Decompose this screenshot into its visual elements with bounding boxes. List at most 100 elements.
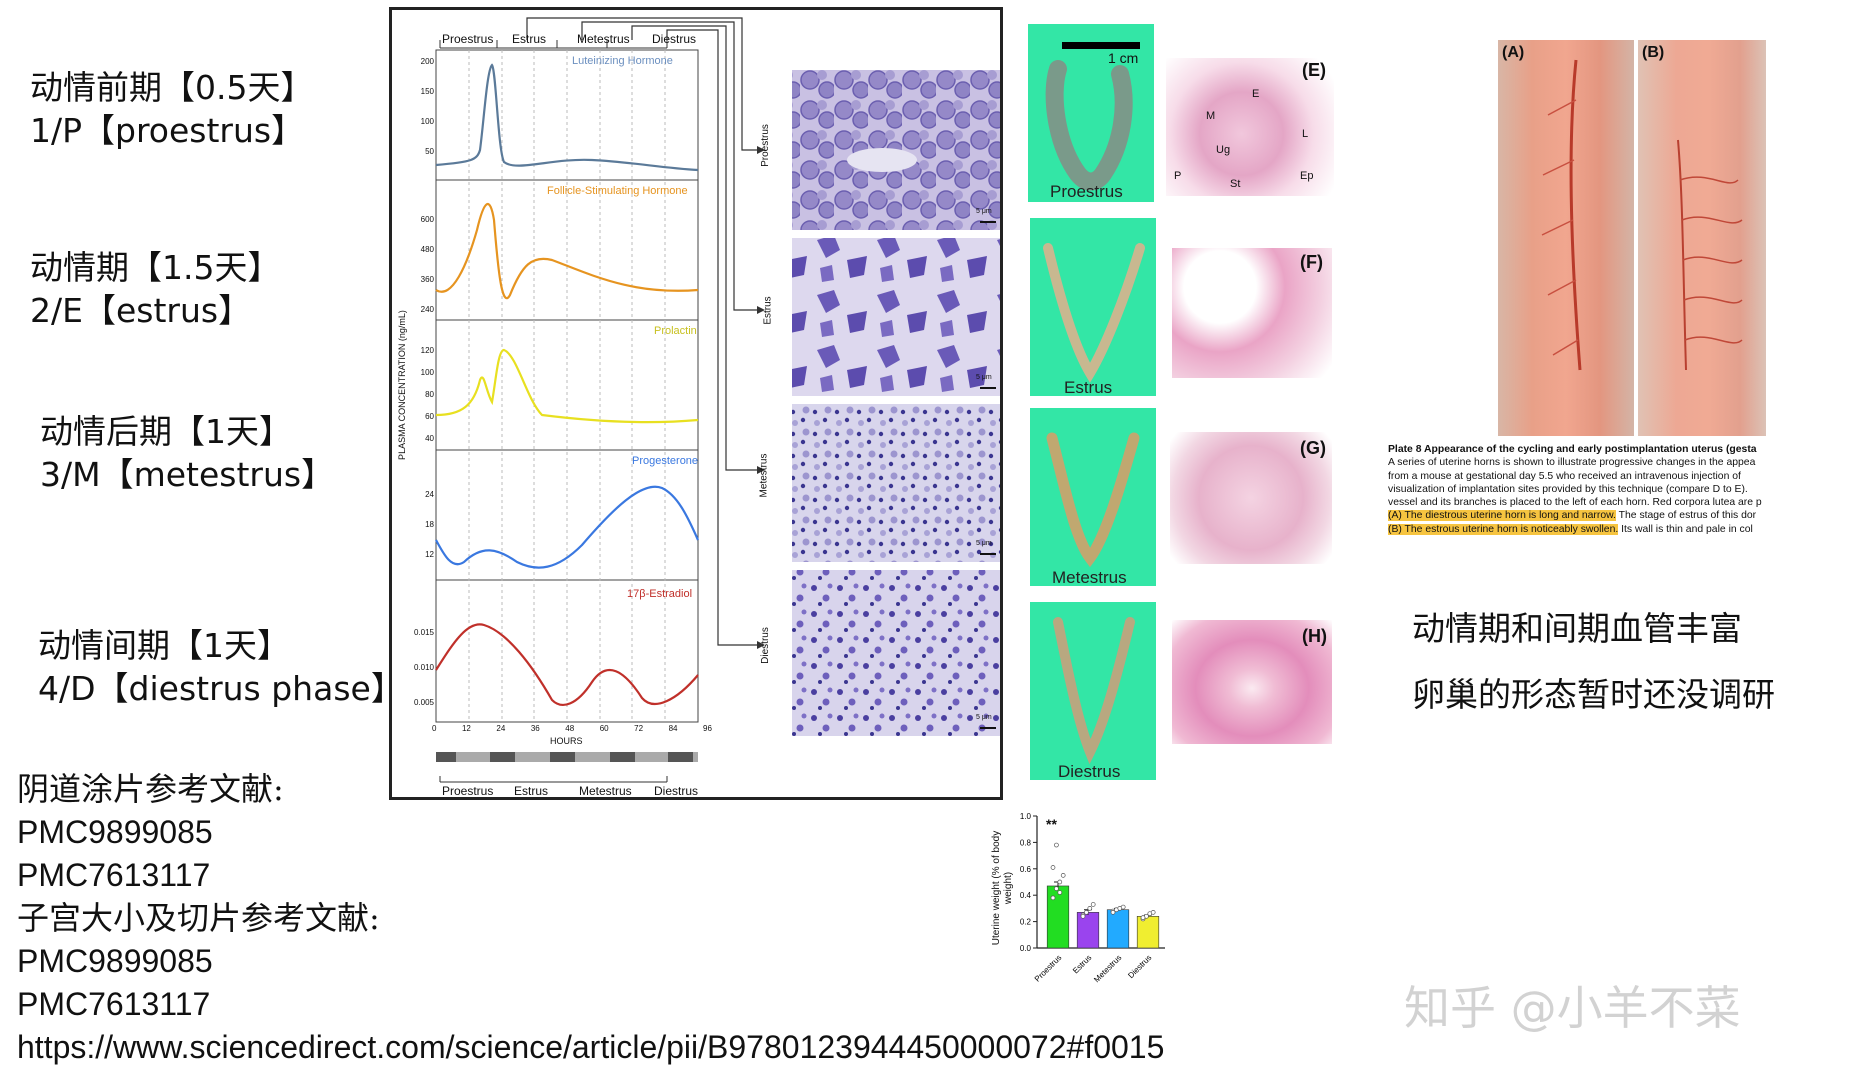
plate-photo-b: (B) [1638,40,1766,436]
phase-label: Metestrus [579,784,632,798]
plate-line-a: (A) The diestrous uterine horn is long a… [1388,509,1780,522]
plate-line: visualization of implantation sites prov… [1388,483,1748,495]
y-axis-label: PLASMA CONCENTRATION (ng/mL) [397,310,407,460]
stage-cn: 动情后期【1天】 [40,412,292,451]
smear-label: Proestrus [759,124,771,167]
notes: 动情期和间期血管丰富 卵巢的形态暂时还没调研 [1412,596,1775,728]
smear-label: Metestrus [758,453,770,498]
bar-point [1120,904,1126,910]
uterus-horn-b [1677,139,1743,371]
stage-cn: 动情期【1.5天】 [30,248,281,287]
bar-point [1140,915,1146,920]
bar-category-label: Proestrus [1033,953,1064,984]
panel-letter: (E) [1302,60,1326,80]
bar-point [1087,906,1093,911]
y-ticks-fsh: 600 480 360 240 [420,215,434,314]
panel-letter: (G) [1300,438,1326,458]
scale-label: 1 cm [1108,50,1139,66]
hormone-name: Follicle-Stimulating Hormone [547,185,688,197]
uterus-photo-estrus: Estrus [1030,218,1156,397]
histology-h: (H) [1172,620,1332,744]
y-ticks-lh: 200 150 100 50 [420,57,434,156]
stage-proestrus: 动情前期【0.5天】 1/P【proestrus】 [30,66,313,152]
reference-url[interactable]: https://www.sciencedirect.com/science/ar… [17,1029,1165,1065]
scale-bar-label: 5 μm [976,714,992,721]
histo-mark: L [1302,128,1309,140]
panel-letter: (H) [1302,626,1327,646]
stage-metestrus: 动情后期【1天】 3/M【metestrus】 [40,410,334,496]
uterus-shape [1053,617,1135,765]
bar-category-label: Estrus [1071,953,1093,975]
bar-point [1054,842,1059,848]
y-ticks-e2: 0.015 0.010 0.005 [413,628,434,707]
uterus-ref-id: PMC9899085 [17,943,213,979]
bar-metestrus [1106,909,1130,949]
scale-bar-label: 5 μm [976,208,992,215]
phase-label: Diestrus [654,784,699,798]
histo-mark: M [1206,110,1216,122]
bar-category-label: Metestrus [1092,953,1123,984]
stage-diestrus: 动情间期【1天】 4/D【diestrus phase】 [38,624,404,710]
panel-letter: (F) [1300,252,1323,272]
hormone-cycle-panel: Proestrus Estrus Metestrus Diestrus Lute… [389,7,1003,800]
stage-estrus: 动情期【1.5天】 2/E【estrus】 [30,246,280,332]
bar-point [1090,902,1096,907]
bar-point [1050,865,1056,870]
histo-mark: P [1174,170,1182,182]
stage-cn: 动情间期【1天】 [38,626,290,665]
uterus-shape [1046,432,1140,568]
bar-y-tick-label: 1.0 [1020,812,1032,821]
histology-e: (E) M E L Ug St Ep P [1166,58,1334,196]
bar-estrus [1076,912,1100,949]
plate-line: A series of uterine horns is shown to il… [1388,457,1756,469]
scale-bar-label: 5 μm [976,540,992,547]
stage-cn: 动情前期【0.5天】 [30,68,314,107]
phase-label: Diestrus [652,32,697,46]
significance-mark: ** [1046,816,1057,832]
scale-bar-label: 5 μm [976,374,992,381]
plate-line-b: (B) The estrous uterine horn is noticeab… [1388,523,1780,536]
bar-y-tick-label: 0.4 [1020,891,1032,900]
y-ticks-p4: 24 18 12 [425,490,434,559]
x-axis-label: HOURS [550,736,583,746]
smear-label: Diestrus [759,627,771,664]
plate-letter: (A) [1502,44,1525,61]
bar-point [1080,913,1086,919]
histo-mark: E [1252,88,1260,100]
bar-diestrus [1136,916,1160,949]
bar-category-label: Diestrus [1126,953,1153,980]
hormone-name: Progesterone [632,455,699,467]
bar-point [1057,879,1063,885]
uterus-label: Metestrus [1052,568,1127,587]
bar-point [1057,890,1063,895]
hormone-name: Luteinizing Hormone [572,55,673,67]
plate-line-tail: The stage of estrus of this dor [1615,510,1757,522]
uterus-label: Estrus [1064,378,1113,397]
uterine-weight-chart: 0.0 0.2 0.4 0.6 0.8 1.0 Proestrus Estrus Metestr… [985,798,1175,1008]
hormone-name: Prolactin [654,325,697,337]
histology-g: (G) [1170,432,1332,564]
bar-y-tick-label: 0.6 [1020,865,1032,874]
uterus-label: Proestrus [1050,182,1123,201]
uterus-ref-id: PMC7613117 [17,986,211,1022]
bar-proestrus [1046,885,1070,949]
bar-chart-svg: 0.0 0.2 0.4 0.6 0.8 1.0 Proestrus EstrusMetestr… [1020,812,1165,984]
histo-mark: Ep [1300,170,1314,182]
uterus-photo-metestrus: Metestrus [1030,408,1156,587]
smear-ref-id: PMC7613117 [17,857,211,893]
histo-mark: Ug [1216,144,1231,156]
uterus-shape [1045,60,1133,191]
smear-ref-id: PMC9899085 [17,814,213,850]
plate-line-tail: Its wall is thin and pale in col [1618,523,1753,535]
bar-y-label: Uterine weight (% of body weight) [991,830,1014,946]
bar-point [1110,910,1116,915]
highlight-a: (A) The diestrous uterine horn is long a… [1388,510,1616,522]
plate-letter: (B) [1642,44,1665,61]
bar-point [1060,873,1066,878]
stage-en: 3/M【metestrus】 [40,455,335,494]
uterus-photo-diestrus: Diestrus [1030,602,1156,781]
stage-en: 1/P【proestrus】 [30,111,305,150]
plate-line: from a mouse at gestational day 5.5 who … [1388,470,1741,482]
highlight-b: (B) The estrous uterine horn is noticeab… [1388,523,1619,535]
plate-caption: Plate 8 Appearance of the cycling and ea… [1388,443,1780,536]
